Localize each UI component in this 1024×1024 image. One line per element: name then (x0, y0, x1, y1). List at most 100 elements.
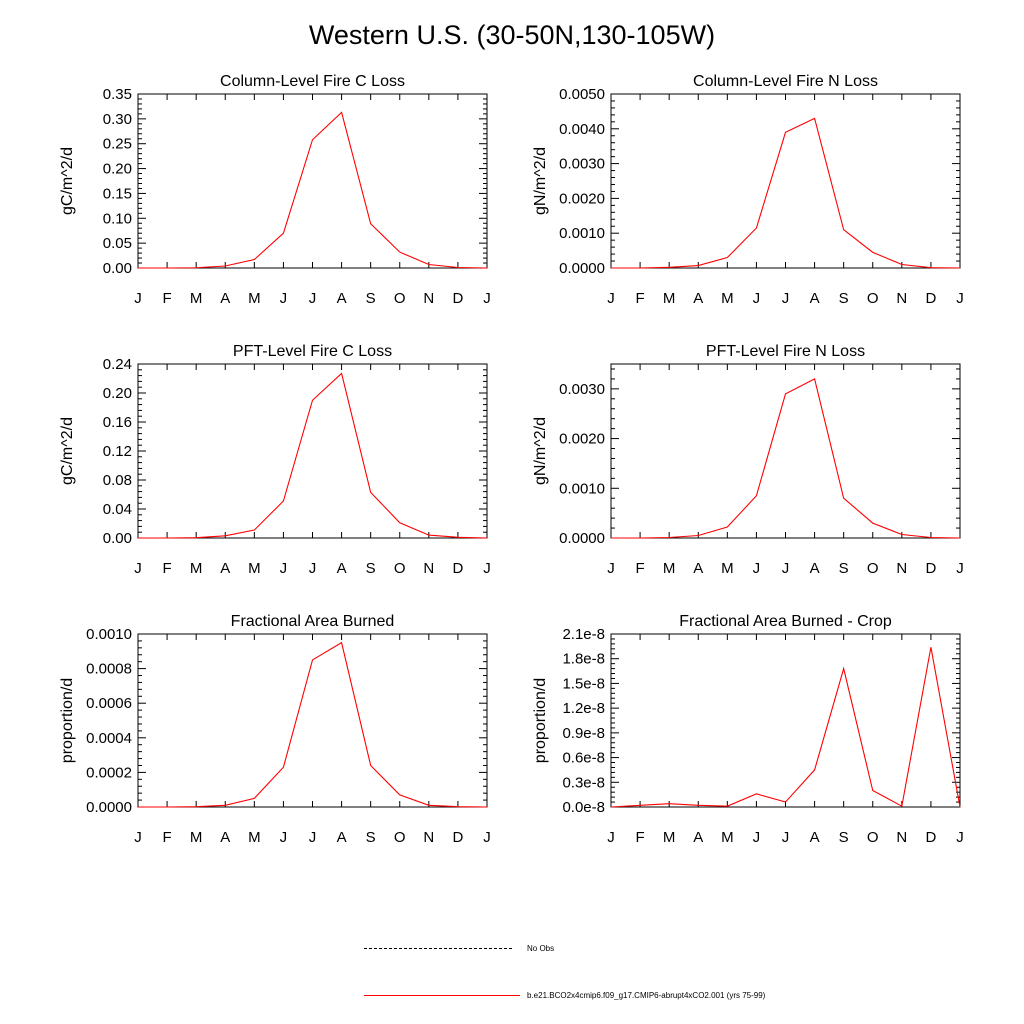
y-tick-label: 0.0030 (559, 156, 605, 173)
y-tick-label: 0.15 (103, 185, 132, 202)
x-tick-label: J (280, 560, 288, 577)
x-tick-label: D (925, 560, 936, 577)
x-tick-label: A (693, 290, 703, 307)
figure-title: Western U.S. (30-50N,130-105W) (308, 20, 716, 50)
chart-title: Column-Level Fire C Loss (220, 73, 405, 90)
y-axis-label: proportion/d (532, 678, 549, 763)
y-tick-label: 1.5e-8 (562, 675, 605, 692)
x-tick-label: M (190, 829, 203, 846)
x-tick-label: J (607, 290, 615, 307)
y-tick-label: 0.05 (103, 235, 132, 252)
x-tick-label: J (134, 290, 142, 307)
x-tick-label: J (134, 829, 142, 846)
y-tick-label: 0.0010 (559, 480, 605, 497)
x-tick-label: M (190, 290, 203, 307)
y-axis-label: gN/m^2/d (532, 417, 549, 485)
x-tick-label: J (309, 560, 317, 577)
plot-frame (610, 93, 961, 269)
y-tick-label: 0.0050 (559, 86, 605, 103)
x-tick-label: M (190, 560, 203, 577)
x-tick-label: M (248, 290, 261, 307)
y-tick-label: 0.00 (103, 260, 132, 277)
x-tick-label: A (693, 560, 703, 577)
x-tick-label: F (635, 290, 644, 307)
x-tick-label: N (423, 560, 434, 577)
x-tick-label: D (452, 560, 463, 577)
y-tick-label: 0.25 (103, 136, 132, 153)
x-tick-label: J (782, 829, 790, 846)
legend-obs-label: No Obs (527, 944, 555, 953)
x-tick-label: A (337, 290, 347, 307)
x-tick-label: S (366, 829, 376, 846)
legend-model-line (364, 995, 520, 996)
x-tick-label: A (810, 560, 820, 577)
x-tick-label: J (483, 829, 491, 846)
y-tick-label: 0.0020 (559, 190, 605, 207)
y-tick-label: 0.0000 (559, 260, 605, 277)
x-tick-label: N (423, 290, 434, 307)
x-tick-label: J (134, 560, 142, 577)
y-tick-label: 0.3e-8 (562, 774, 605, 791)
y-tick-label: 0.0006 (86, 695, 132, 712)
x-tick-label: F (162, 560, 171, 577)
x-tick-label: A (337, 829, 347, 846)
x-tick-label: J (483, 560, 491, 577)
y-tick-label: 1.2e-8 (562, 700, 605, 717)
x-tick-label: O (867, 560, 879, 577)
y-tick-label: 0.0010 (559, 225, 605, 242)
x-tick-label: J (753, 829, 761, 846)
series-line-model (611, 378, 961, 539)
y-tick-label: 0.24 (103, 356, 132, 373)
x-tick-label: J (782, 560, 790, 577)
x-tick-label: S (839, 829, 849, 846)
x-tick-label: S (366, 560, 376, 577)
x-tick-label: J (782, 290, 790, 307)
y-tick-label: 0.0030 (559, 381, 605, 398)
x-tick-label: J (280, 290, 288, 307)
y-tick-label: 0.0000 (559, 530, 605, 547)
x-tick-label: N (423, 829, 434, 846)
x-tick-label: A (337, 560, 347, 577)
series-line-model (138, 641, 488, 808)
plot-frame (610, 363, 961, 539)
x-tick-label: M (663, 290, 676, 307)
x-tick-label: A (220, 290, 230, 307)
chart-title: PFT-Level Fire C Loss (233, 343, 392, 360)
y-tick-label: 0.20 (103, 161, 132, 178)
x-tick-label: S (839, 290, 849, 307)
y-tick-label: 2.1e-8 (562, 626, 605, 643)
x-tick-label: A (810, 829, 820, 846)
y-tick-label: 0.08 (103, 472, 132, 489)
legend-model-label: b.e21.BCO2x4cmip6.f09_g17.CMIP6-abrupt4x… (527, 991, 766, 1000)
chart-title: Fractional Area Burned (231, 613, 395, 630)
y-tick-label: 0.6e-8 (562, 750, 605, 767)
plot-frame (137, 93, 488, 269)
y-tick-label: 0.30 (103, 111, 132, 128)
x-tick-label: D (925, 290, 936, 307)
y-axis-label: gC/m^2/d (59, 147, 76, 215)
y-tick-label: 0.9e-8 (562, 725, 605, 742)
y-tick-label: 0.0020 (559, 431, 605, 448)
x-tick-label: N (896, 560, 907, 577)
x-tick-label: A (693, 829, 703, 846)
x-tick-label: S (839, 560, 849, 577)
y-axis-label: proportion/d (59, 678, 76, 763)
series-line-model (610, 647, 961, 808)
x-tick-label: M (721, 829, 734, 846)
x-tick-label: J (309, 290, 317, 307)
x-tick-label: D (925, 829, 936, 846)
plot-frame (137, 363, 488, 539)
x-tick-label: A (220, 829, 230, 846)
plot-frame (610, 633, 961, 808)
x-tick-label: M (721, 560, 734, 577)
x-tick-label: A (220, 560, 230, 577)
x-tick-label: J (753, 560, 761, 577)
y-tick-label: 0.12 (103, 443, 132, 460)
x-tick-label: A (810, 290, 820, 307)
x-tick-label: J (607, 829, 615, 846)
y-tick-label: 0.35 (103, 86, 132, 103)
